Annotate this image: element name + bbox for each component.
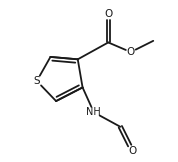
- Text: S: S: [33, 76, 40, 86]
- Text: O: O: [104, 9, 112, 18]
- Text: O: O: [127, 47, 135, 57]
- Text: NH: NH: [87, 107, 101, 117]
- Text: O: O: [128, 146, 137, 156]
